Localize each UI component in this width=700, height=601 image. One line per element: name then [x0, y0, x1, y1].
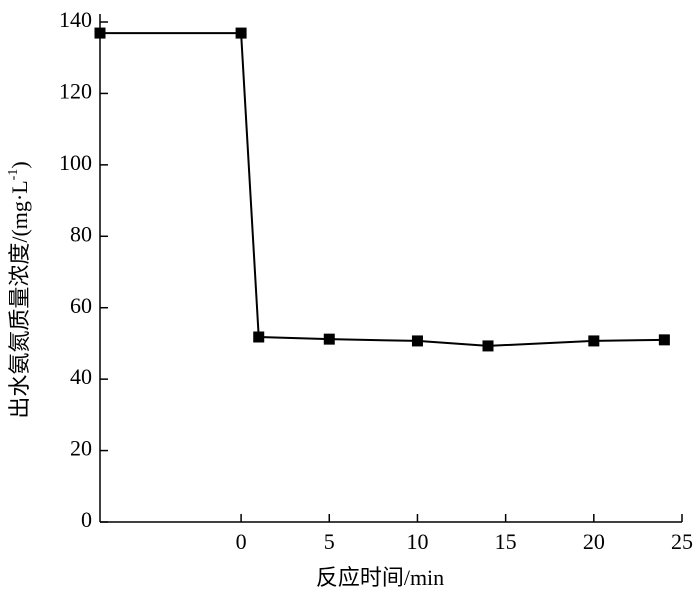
y-tick-label: 40 — [70, 364, 92, 389]
x-tick-label: 20 — [583, 529, 605, 554]
y-tick-label: 60 — [70, 293, 92, 318]
x-axis-label: 反应时间/min — [316, 565, 444, 590]
y-tick-label: 80 — [70, 221, 92, 246]
y-tick-label: 120 — [59, 78, 92, 103]
data-point — [323, 333, 335, 345]
y-axis-label-sup: -1 — [6, 169, 21, 181]
x-tick-label: 25 — [671, 529, 693, 554]
y-axis-label-end: ) — [7, 161, 32, 168]
data-point — [94, 27, 106, 39]
data-point — [658, 334, 670, 346]
x-tick-label: 10 — [406, 529, 428, 554]
y-tick-label: 20 — [70, 436, 92, 461]
data-point — [253, 331, 265, 343]
y-axis-label: 出水氨氮质量浓度/(mg·L-1) — [6, 161, 32, 418]
y-tick-label: 100 — [59, 150, 92, 175]
data-point — [482, 340, 494, 352]
data-line — [100, 32, 665, 347]
x-tick-label: 5 — [324, 529, 335, 554]
y-tick-label: 0 — [81, 507, 92, 532]
y-tick-label: 140 — [59, 7, 92, 32]
x-tick-label: 15 — [495, 529, 517, 554]
y-axis-label-main: 出水氨氮质量浓度/(mg·L — [7, 180, 32, 418]
data-point — [588, 335, 600, 347]
x-tick-label: 0 — [236, 529, 247, 554]
data-point — [235, 27, 247, 39]
data-point — [411, 335, 423, 347]
